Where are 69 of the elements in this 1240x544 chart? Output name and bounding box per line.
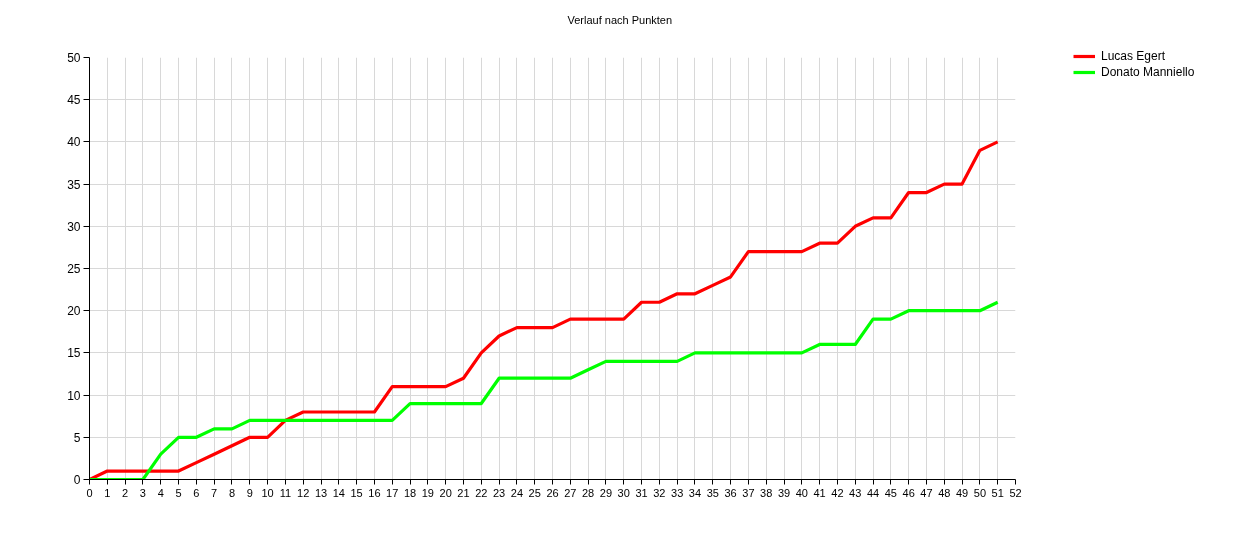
x-tick-label: 5 <box>175 486 182 499</box>
y-tick-label: 5 <box>73 430 81 445</box>
y-tick-label: 25 <box>67 262 81 276</box>
x-tick-label: 1 <box>104 486 111 499</box>
x-tick-label: 9 <box>246 486 253 499</box>
x-tick-label: 3 <box>139 486 146 499</box>
x-tick-label: 23 <box>492 486 506 499</box>
x-tick-label: 25 <box>528 486 541 499</box>
x-tick-label: 29 <box>599 486 613 499</box>
x-tick-label: 27 <box>564 486 577 499</box>
x-tick-label: 8 <box>228 486 236 499</box>
x-tick-label: 32 <box>653 486 666 499</box>
y-tick-label: 35 <box>67 177 81 192</box>
x-tick-label: 51 <box>991 486 1004 499</box>
x-tick-label: 7 <box>211 486 218 499</box>
x-tick-label: 19 <box>421 486 434 499</box>
x-tick-label: 34 <box>688 486 702 499</box>
x-tick-label: 14 <box>332 486 345 499</box>
x-tick-label: 42 <box>831 486 844 499</box>
x-tick-label: 13 <box>314 486 328 499</box>
x-tick-label: 26 <box>546 486 559 499</box>
x-tick-label: 37 <box>742 486 755 499</box>
x-tick-label: 40 <box>795 486 808 499</box>
x-tick-label: 12 <box>297 486 310 499</box>
x-tick-label: 0 <box>86 486 93 499</box>
y-tick-label: 40 <box>67 135 81 150</box>
x-tick-label: 45 <box>884 486 897 499</box>
x-tick-label: 35 <box>706 486 719 499</box>
x-tick-label: 49 <box>955 486 969 499</box>
y-tick-label: 45 <box>67 93 81 108</box>
x-tick-label: 39 <box>777 486 791 499</box>
y-tick-label: 20 <box>67 304 81 319</box>
y-tick-label: 10 <box>67 388 81 403</box>
x-tick-label: 17 <box>386 486 399 499</box>
line-series <box>89 300 1000 480</box>
y-tick-label: 0 <box>73 473 81 487</box>
x-tick-label: 30 <box>617 486 630 499</box>
x-tick-label: 36 <box>724 486 737 499</box>
x-tick-label: 20 <box>439 486 452 499</box>
x-tick-label: 28 <box>582 486 595 499</box>
x-tick-label: 4 <box>157 486 164 499</box>
x-tick-label: 38 <box>760 486 773 499</box>
y-tick-label: 50 <box>67 51 81 65</box>
x-tick-label: 33 <box>671 486 684 499</box>
x-tick-label: 15 <box>350 486 363 499</box>
x-tick-label: 52 <box>1009 486 1022 499</box>
line-series <box>89 140 1000 480</box>
chart-title: Verlauf nach Punkten <box>567 13 673 26</box>
x-tick-label: 18 <box>403 486 417 499</box>
x-tick-label: 47 <box>920 486 933 499</box>
x-tick-label: 46 <box>902 486 915 499</box>
x-tick-label: 24 <box>510 486 524 499</box>
x-tick-label: 31 <box>635 486 648 499</box>
x-tick-label: 48 <box>938 486 951 499</box>
x-tick-label: 2 <box>122 486 129 499</box>
x-tick-label: 44 <box>866 486 880 499</box>
x-tick-label: 11 <box>279 486 292 499</box>
x-tick-label: 6 <box>193 486 200 499</box>
x-tick-label: 22 <box>475 486 488 499</box>
y-tick-label: 30 <box>67 219 81 234</box>
x-tick-label: 21 <box>457 486 470 499</box>
x-tick-label: 10 <box>261 486 274 499</box>
x-tick-label: 16 <box>368 486 381 499</box>
x-tick-label: 50 <box>973 486 987 499</box>
x-tick-label: 41 <box>813 486 826 499</box>
y-tick-label: 15 <box>67 346 81 361</box>
x-tick-label: 43 <box>849 486 862 499</box>
legend-label: Donato Manniello <box>1101 65 1195 79</box>
legend-label: Lucas Egert <box>1101 49 1166 63</box>
